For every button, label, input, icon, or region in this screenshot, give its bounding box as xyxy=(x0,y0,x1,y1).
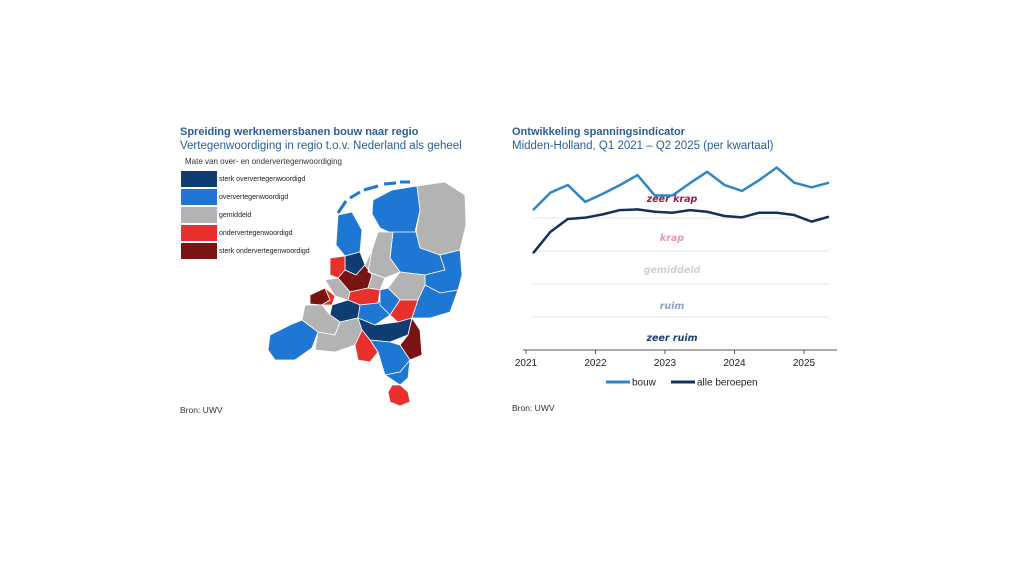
legend-label: sterk ondervertegenwoordigd xyxy=(219,247,310,255)
x-tick-label: 2021 xyxy=(515,358,538,369)
legend-label: gemiddeld xyxy=(219,211,252,219)
map-title: Spreiding werknemersbanen bouw naar regi… xyxy=(180,126,419,138)
legend-label: alle beroepen xyxy=(697,378,758,389)
wadden-islands xyxy=(336,180,410,214)
legend-item: oververtegenwoordigd xyxy=(181,188,310,206)
x-tick-label: 2024 xyxy=(723,358,746,369)
x-tick-label: 2025 xyxy=(793,358,816,369)
band-label: zeer ruim xyxy=(645,333,697,344)
series-line-alle-beroepen xyxy=(532,208,830,255)
legend-item: sterk oververtegenwoordigd xyxy=(181,170,310,188)
region-zuid-limburg xyxy=(387,384,411,407)
legend-label: oververtegenwoordigd xyxy=(219,193,289,201)
x-tick-label: 2023 xyxy=(654,358,677,369)
chart-subtitle: Midden-Holland, Q1 2021 – Q2 2025 (per k… xyxy=(512,140,774,152)
band-label: ruim xyxy=(660,301,685,312)
legend-label: bouw xyxy=(632,378,657,389)
legend-item: sterk ondervertegenwoordigd xyxy=(181,242,310,260)
region-achterhoek xyxy=(411,284,459,319)
legend-swatch xyxy=(181,207,217,223)
legend-item: ondervertegenwoordigd xyxy=(181,224,310,242)
region-midden-holland xyxy=(320,287,336,306)
chart-source: Bron: UWV xyxy=(512,403,555,413)
legend-swatch xyxy=(181,225,217,241)
legend-swatch xyxy=(181,243,217,259)
band-label: gemiddeld xyxy=(644,265,701,276)
chart-title: Ontwikkeling spanningsindicator xyxy=(512,126,685,138)
legend-label: sterk oververtegenwoordigd xyxy=(219,175,306,183)
region-zeeland xyxy=(267,319,319,361)
legend-item: gemiddeld xyxy=(181,206,310,224)
series-line-bouw xyxy=(532,166,830,211)
map-legend-title: Mate van over- en ondervertegenwoordigin… xyxy=(185,157,342,166)
legend-swatch xyxy=(181,189,217,205)
region-midden-limburg xyxy=(383,358,411,386)
map-source: Bron: UWV xyxy=(180,405,223,415)
region-leiden xyxy=(324,277,351,301)
legend-label: ondervertegenwoordigd xyxy=(219,229,293,237)
band-label: zeer krap xyxy=(646,194,698,205)
map-legend: sterk oververtegenwoordigd oververtegenwo… xyxy=(181,170,310,260)
region-gooi xyxy=(364,249,386,291)
legend-swatch xyxy=(181,171,217,187)
map-subtitle: Vertegenwoordiging in regio t.o.v. Neder… xyxy=(180,140,462,152)
band-label: krap xyxy=(660,233,684,244)
x-tick-label: 2022 xyxy=(584,358,607,369)
